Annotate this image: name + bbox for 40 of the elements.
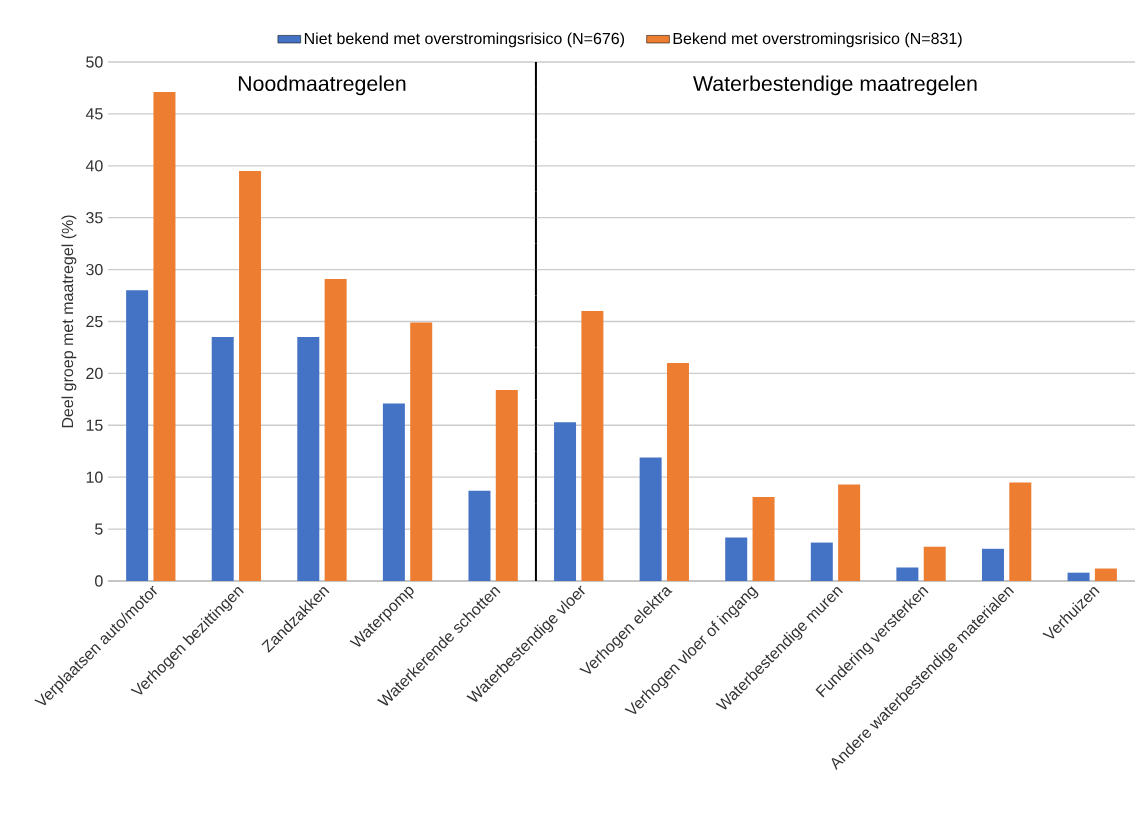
y-tick-label: 35: [86, 212, 103, 224]
bar: [211, 337, 234, 581]
y-tick-label: 40: [85, 160, 103, 172]
y-tick-label: 15: [86, 419, 103, 431]
bar: [981, 548, 1004, 581]
bar: [468, 490, 491, 581]
y-tick-label: 50: [86, 56, 103, 68]
bar: [324, 278, 347, 581]
legend-label: Niet bekend met overstromingsrisico (N=676): [304, 32, 625, 48]
y-tick-label: 45: [85, 108, 103, 120]
bar: [495, 390, 518, 581]
bar: [752, 496, 775, 581]
bar: [896, 567, 919, 581]
annotation: Waterbestendige maatregelen: [693, 75, 977, 96]
bar: [581, 311, 604, 581]
bar: [126, 290, 149, 581]
y-tick-label: 20: [86, 367, 103, 380]
bar: [639, 457, 662, 581]
bar: [297, 337, 320, 581]
bar: [153, 92, 176, 581]
bar: [239, 170, 262, 581]
y-tick-label: 10: [86, 471, 103, 483]
bar: [725, 537, 748, 581]
y-tick-label: 25: [86, 315, 103, 328]
bar: [382, 403, 405, 581]
legend-label: Bekend met overstromingsrisico (N=831): [673, 32, 962, 48]
bar: [1009, 482, 1032, 581]
bar: [554, 422, 577, 581]
bar: [923, 546, 946, 581]
y-tick-label: 0: [95, 575, 103, 587]
y-axis-title: Deel groep met maatregel (%): [61, 215, 77, 428]
annotation: Noodmaatregelen: [238, 75, 406, 96]
bar: [410, 322, 433, 581]
bar: [838, 484, 861, 581]
y-tick-label: 5: [95, 523, 103, 535]
bar: [666, 363, 689, 581]
bar: [1094, 568, 1117, 581]
bar: [1067, 572, 1090, 581]
y-tick-label: 30: [86, 263, 103, 276]
bar: [810, 542, 833, 581]
